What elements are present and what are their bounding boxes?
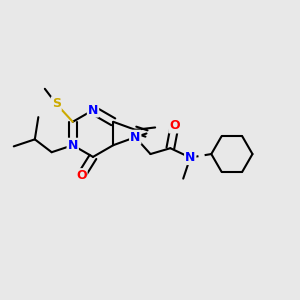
Text: N: N: [68, 139, 78, 152]
Text: S: S: [52, 97, 61, 110]
Text: N: N: [130, 131, 140, 144]
Text: O: O: [76, 169, 87, 182]
Text: N: N: [185, 151, 195, 164]
Text: O: O: [169, 119, 180, 133]
Text: N: N: [88, 103, 98, 117]
